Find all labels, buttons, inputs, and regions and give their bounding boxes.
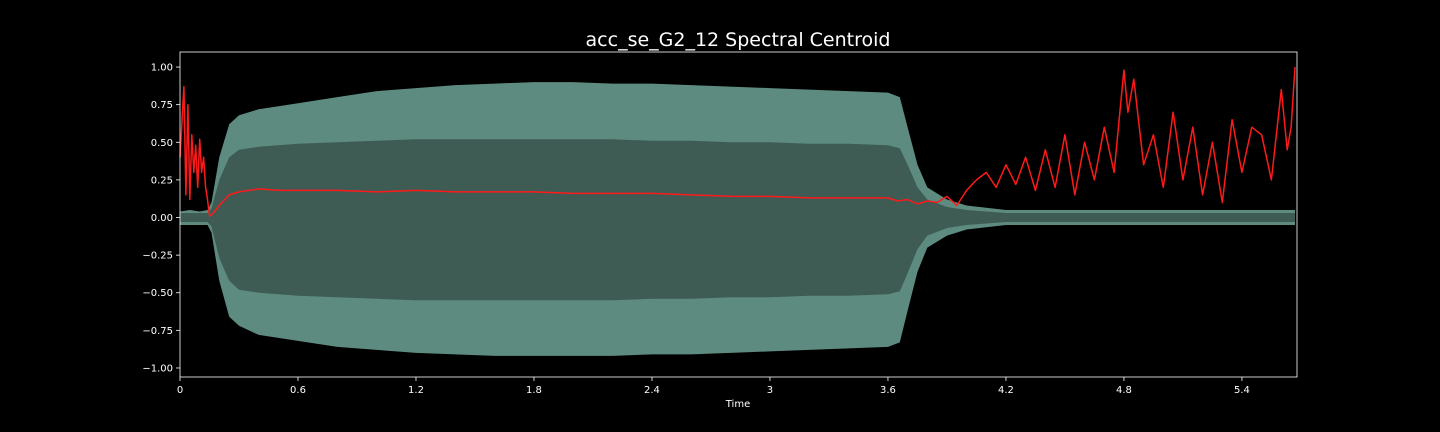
y-tick-label: −0.25 — [142, 251, 173, 262]
chart-title: acc_se_G2_12 Spectral Centroid — [586, 29, 891, 51]
axes: 0 0.6 1.2 1.8 2.4 3 3.6 4.2 4.8 5.4 1.00 0.75 0.50 0.… — [142, 51, 1298, 396]
y-tick-label: −0.50 — [142, 288, 173, 299]
y-tick-label: 0.25 — [151, 175, 173, 186]
x-tick-label: 0 — [177, 385, 183, 396]
x-axis-label: Time — [725, 399, 750, 410]
y-tick-label: 1.00 — [151, 63, 173, 74]
y-tick-label: 0.00 — [151, 213, 173, 224]
y-tick-label: 0.50 — [151, 138, 173, 149]
axes-frame — [179, 51, 1298, 378]
spectral-centroid-line — [179, 66, 1296, 217]
y-tick-label: −0.75 — [142, 326, 173, 337]
x-tick-label: 4.8 — [1116, 385, 1132, 396]
x-tick-label: 1.8 — [526, 385, 542, 396]
y-tick-label: −1.00 — [142, 363, 173, 374]
x-tick-label: 3 — [767, 385, 773, 396]
y-tick-label: 0.75 — [151, 100, 173, 111]
waveform-core — [180, 139, 1295, 301]
x-tick-label: 0.6 — [290, 385, 306, 396]
x-tick-label: 1.2 — [408, 385, 424, 396]
x-tick-label: 2.4 — [644, 385, 660, 396]
x-tick-label: 4.2 — [998, 385, 1014, 396]
x-tick-label: 3.6 — [880, 385, 896, 396]
x-tick-label: 5.4 — [1234, 385, 1250, 396]
plot-area — [179, 66, 1296, 356]
